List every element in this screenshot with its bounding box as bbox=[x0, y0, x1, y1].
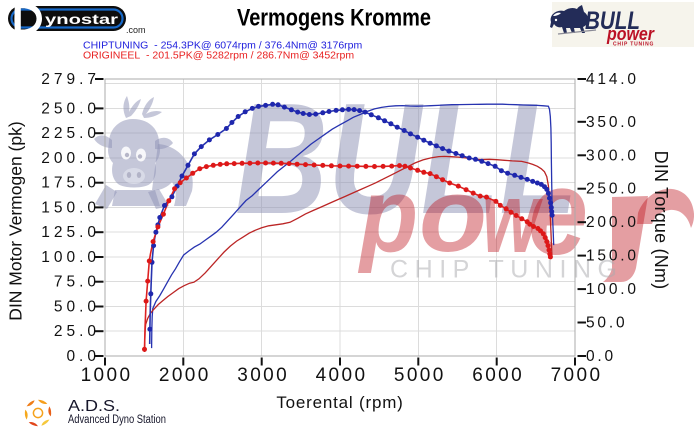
svg-text:3000: 3000 bbox=[237, 365, 289, 386]
svg-text:175.0: 175.0 bbox=[41, 175, 100, 192]
svg-text:150.0: 150.0 bbox=[41, 199, 100, 216]
svg-text:CHIPTUNING - 254.3PK@ 6074rpm: CHIPTUNING - 254.3PK@ 6074rpm / 376.4Nm@… bbox=[83, 40, 363, 52]
svg-text:6000: 6000 bbox=[472, 365, 524, 386]
svg-text:2000: 2000 bbox=[159, 365, 211, 386]
svg-text:7000: 7000 bbox=[551, 365, 603, 386]
svg-text:ynostar: ynostar bbox=[45, 11, 119, 27]
svg-text:50.0: 50.0 bbox=[586, 315, 627, 332]
svg-text:300.0: 300.0 bbox=[586, 147, 639, 164]
svg-text:250.0: 250.0 bbox=[586, 181, 639, 198]
svg-text:225.0: 225.0 bbox=[41, 125, 100, 142]
svg-text:75.0: 75.0 bbox=[54, 274, 100, 291]
svg-text:0.0: 0.0 bbox=[66, 348, 100, 365]
svg-text:150.0: 150.0 bbox=[586, 248, 639, 265]
svg-text:CHIP TUNING: CHIP TUNING bbox=[613, 42, 654, 48]
svg-text:100.0: 100.0 bbox=[586, 281, 639, 298]
svg-text:0.0: 0.0 bbox=[586, 348, 616, 365]
svg-text:.com: .com bbox=[126, 25, 146, 35]
svg-text:DIN Motor Vermogen (pk): DIN Motor Vermogen (pk) bbox=[6, 121, 26, 320]
svg-text:50.0: 50.0 bbox=[54, 299, 100, 316]
svg-text:5000: 5000 bbox=[394, 365, 446, 386]
svg-text:1000: 1000 bbox=[81, 365, 133, 386]
svg-text:279.7: 279.7 bbox=[41, 71, 100, 88]
svg-text:25.0: 25.0 bbox=[54, 323, 100, 340]
svg-text:Advanced Dyno Station: Advanced Dyno Station bbox=[68, 414, 166, 426]
svg-text:125.0: 125.0 bbox=[41, 224, 100, 241]
svg-text:CHIP TUNING: CHIP TUNING bbox=[390, 256, 625, 284]
svg-text:power: power bbox=[606, 24, 655, 44]
svg-text:BULL: BULL bbox=[585, 7, 640, 35]
svg-text:100.0: 100.0 bbox=[41, 249, 100, 266]
svg-text:DIN Torque (Nm): DIN Torque (Nm) bbox=[651, 151, 671, 290]
svg-text:Toerental (rpm): Toerental (rpm) bbox=[276, 393, 403, 412]
svg-text:ORIGINEEL - 201.5PK@ 5282rpm: ORIGINEEL - 201.5PK@ 5282rpm / 286.7Nm@ … bbox=[83, 50, 354, 62]
svg-text:200.0: 200.0 bbox=[586, 214, 639, 231]
svg-text:A.D.S.: A.D.S. bbox=[68, 398, 120, 415]
svg-text:200.0: 200.0 bbox=[41, 150, 100, 167]
svg-text:4000: 4000 bbox=[316, 365, 368, 386]
svg-text:Vermogens Kromme: Vermogens Kromme bbox=[237, 5, 431, 32]
svg-text:414.0: 414.0 bbox=[586, 71, 639, 88]
svg-text:250.0: 250.0 bbox=[41, 100, 100, 117]
svg-text:350.0: 350.0 bbox=[586, 114, 639, 131]
svg-text:o: o bbox=[419, 157, 487, 274]
